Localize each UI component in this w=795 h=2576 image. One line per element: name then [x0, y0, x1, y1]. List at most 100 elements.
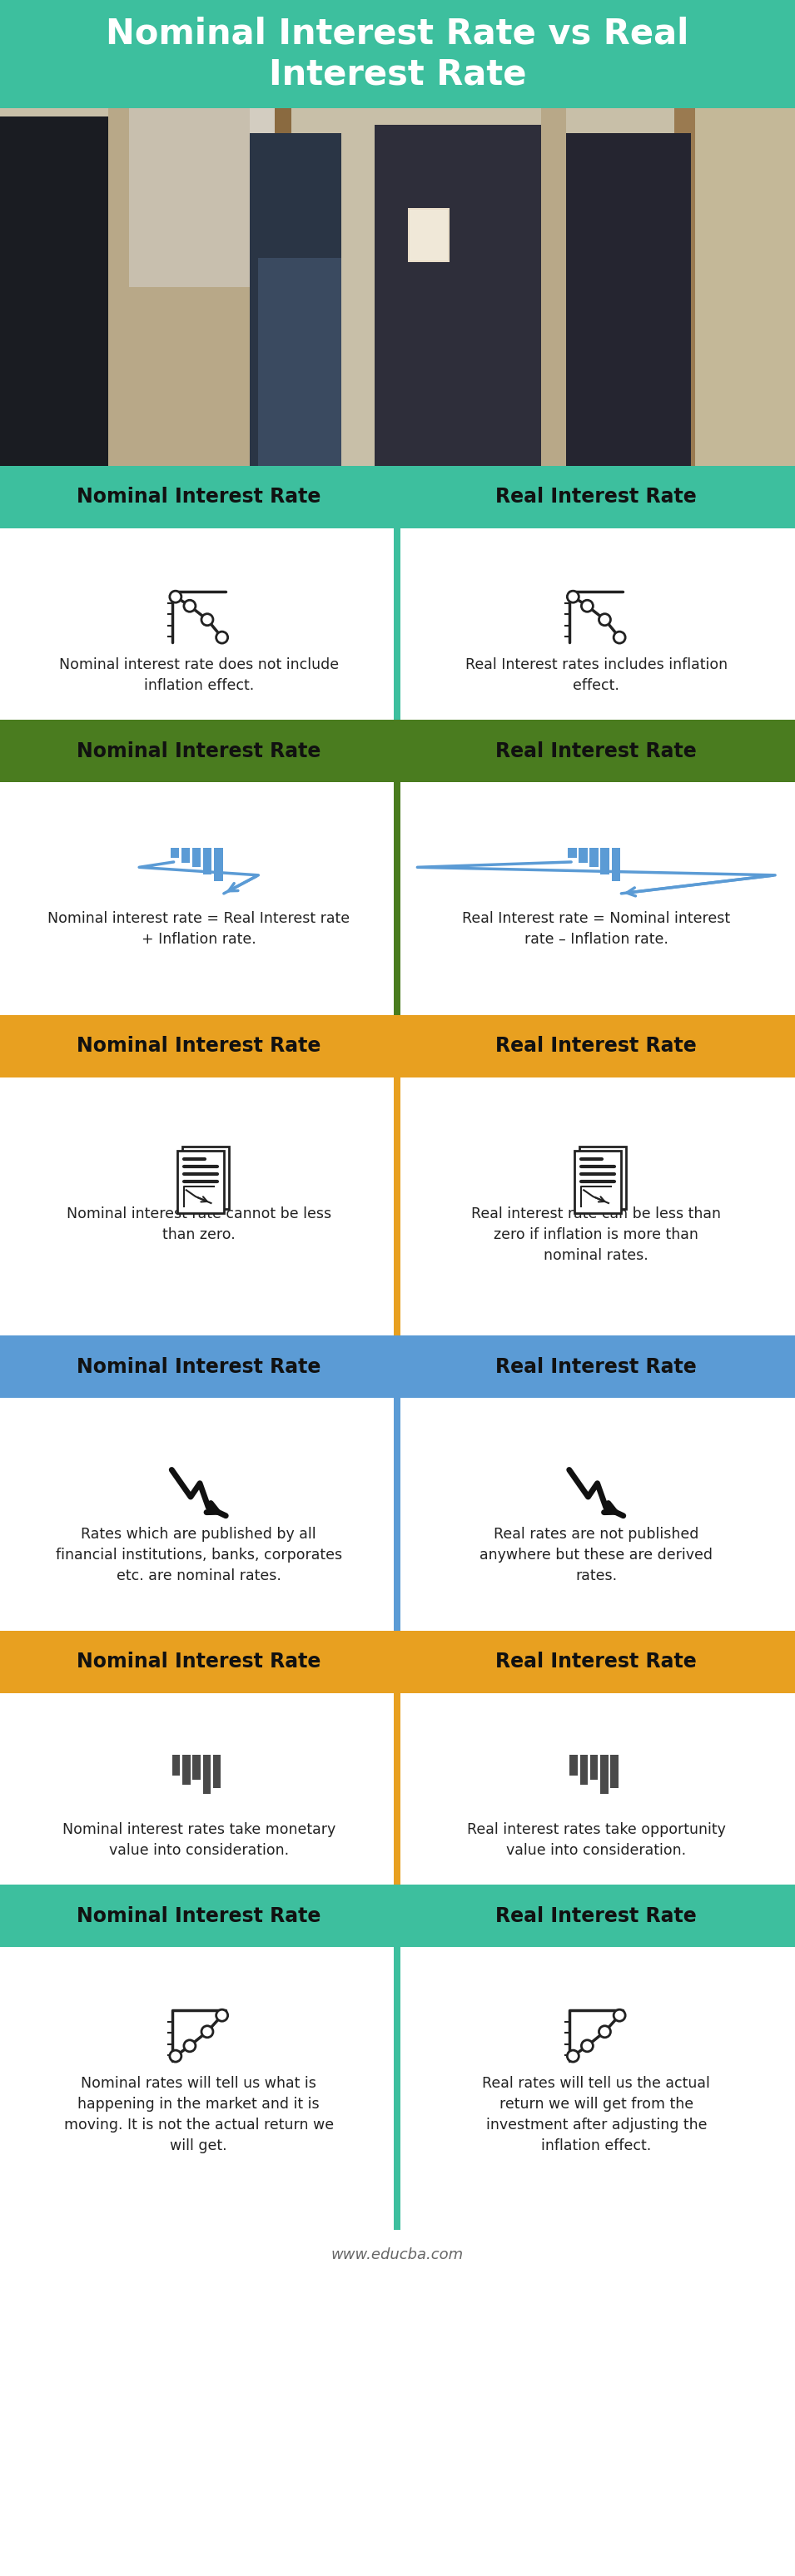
Text: Real rates are not published
anywhere but these are derived
rates.: Real rates are not published anywhere bu… [479, 1528, 713, 1584]
Bar [173, 1754, 180, 1775]
Bar [394, 1077, 401, 1334]
Bar [0, 0, 795, 108]
Bar [579, 848, 588, 863]
Bar [149, 108, 283, 466]
Text: Nominal interest rates take monetary
value into consideration.: Nominal interest rates take monetary val… [62, 1821, 335, 1857]
Bar [0, 1886, 795, 1947]
Bar [203, 1754, 211, 1793]
Bar [0, 719, 795, 783]
Text: Real Interest Rate: Real Interest Rate [495, 742, 697, 760]
Text: Real Interest Rate: Real Interest Rate [495, 1906, 697, 1927]
Text: Nominal interest rate = Real Interest rate
+ Inflation rate.: Nominal interest rate = Real Interest ra… [48, 912, 350, 948]
Bar [611, 1754, 619, 1788]
Text: Real Interest Rate: Real Interest Rate [495, 1358, 697, 1376]
Bar [0, 1631, 795, 1692]
Circle shape [614, 631, 626, 644]
Text: Real Interest rate = Nominal interest
rate – Inflation rate.: Real Interest rate = Nominal interest ra… [462, 912, 731, 948]
Bar [0, 466, 795, 528]
Bar [374, 124, 541, 466]
Circle shape [567, 2050, 579, 2061]
Text: Nominal Interest Rate: Nominal Interest Rate [76, 1651, 321, 1672]
Bar [600, 848, 609, 873]
Bar [170, 848, 179, 858]
Text: Real interest rate can be less than
zero if inflation is more than
nominal rates: Real interest rate can be less than zero… [471, 1206, 721, 1262]
Circle shape [184, 600, 196, 611]
Text: Nominal interest rate cannot be less
than zero.: Nominal interest rate cannot be less tha… [66, 1206, 332, 1242]
Bar [691, 108, 795, 466]
Bar [611, 848, 620, 881]
Bar [108, 108, 250, 466]
Text: Nominal rates will tell us what is
happening in the market and it is
moving. It : Nominal rates will tell us what is happe… [64, 2076, 334, 2154]
Circle shape [581, 600, 593, 611]
Text: Real Interest Rate: Real Interest Rate [495, 487, 697, 507]
Text: Real Interest rates includes inflation
effect.: Real Interest rates includes inflation e… [465, 657, 727, 693]
Bar [394, 783, 401, 1015]
Bar [213, 1754, 221, 1788]
Bar [0, 1077, 795, 1334]
Circle shape [184, 2040, 196, 2050]
Bar [566, 134, 691, 466]
Circle shape [201, 613, 213, 626]
Text: Nominal interest rate does not include
inflation effect.: Nominal interest rate does not include i… [59, 657, 339, 693]
Text: Real interest rates take opportunity
value into consideration.: Real interest rates take opportunity val… [467, 1821, 726, 1857]
Circle shape [169, 590, 181, 603]
Bar [182, 1146, 228, 1208]
Bar [203, 848, 211, 873]
Bar [0, 528, 795, 719]
Text: Nominal Interest Rate: Nominal Interest Rate [76, 1906, 321, 1927]
Text: Rates which are published by all
financial institutions, banks, corporates
etc. : Rates which are published by all financi… [56, 1528, 342, 1584]
Bar [0, 1692, 795, 1886]
Circle shape [169, 2050, 181, 2061]
Text: Real Interest Rate: Real Interest Rate [495, 1036, 697, 1056]
Bar [250, 134, 341, 466]
Text: www.educba.com: www.educba.com [332, 2246, 463, 2262]
Circle shape [599, 613, 611, 626]
Circle shape [599, 2025, 611, 2038]
Bar [568, 848, 576, 858]
Bar [394, 1947, 401, 2231]
Bar [129, 108, 250, 286]
Bar [0, 1015, 795, 1077]
Bar [192, 1754, 200, 1780]
Bar [583, 276, 650, 374]
Text: Nominal Interest Rate vs Real
Interest Rate: Nominal Interest Rate vs Real Interest R… [106, 15, 689, 93]
Bar [600, 1754, 608, 1793]
Text: Real Interest Rate: Real Interest Rate [495, 1651, 697, 1672]
Bar [192, 848, 201, 868]
Text: Nominal Interest Rate: Nominal Interest Rate [76, 742, 321, 760]
Circle shape [614, 2009, 626, 2022]
Circle shape [216, 2009, 228, 2022]
Bar [181, 848, 190, 863]
Bar [541, 108, 566, 466]
Circle shape [216, 631, 228, 644]
Bar [590, 1754, 598, 1780]
Circle shape [567, 590, 579, 603]
Bar [394, 1399, 401, 1631]
Bar [0, 1399, 795, 1631]
Bar [258, 258, 341, 466]
Bar [590, 848, 599, 868]
Bar [394, 1692, 401, 1886]
Bar [0, 108, 795, 466]
Circle shape [201, 2025, 213, 2038]
Bar [0, 116, 108, 466]
Bar [674, 108, 695, 466]
Bar [0, 2231, 795, 2280]
Circle shape [581, 2040, 593, 2050]
Bar [182, 1754, 190, 1785]
Bar [570, 1754, 577, 1775]
Bar [0, 783, 795, 1015]
Bar [177, 1151, 223, 1213]
Bar [408, 209, 449, 263]
Bar [409, 209, 448, 260]
Bar [580, 1146, 626, 1208]
Bar [575, 1151, 621, 1213]
Text: Nominal Interest Rate: Nominal Interest Rate [76, 1036, 321, 1056]
Bar [580, 1754, 588, 1785]
Text: Nominal Interest Rate: Nominal Interest Rate [76, 487, 321, 507]
Bar [0, 1334, 795, 1399]
Bar [214, 848, 223, 881]
Text: Real rates will tell us the actual
return we will get from the
investment after : Real rates will tell us the actual retur… [483, 2076, 710, 2154]
Bar [0, 1947, 795, 2231]
Text: Nominal Interest Rate: Nominal Interest Rate [76, 1358, 321, 1376]
